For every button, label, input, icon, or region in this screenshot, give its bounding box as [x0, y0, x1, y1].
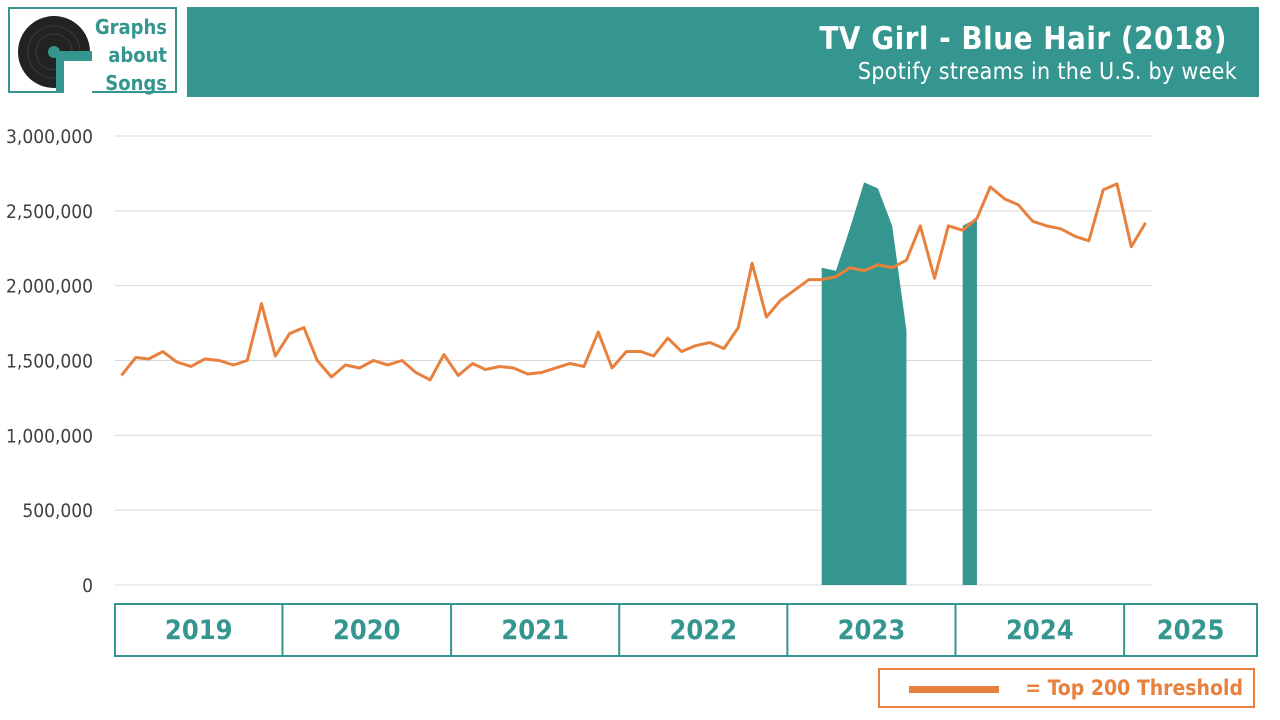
- y-tick-label: 1,000,000: [6, 425, 93, 447]
- y-tick-label: 0: [82, 575, 93, 597]
- logo-line-2: about: [108, 43, 167, 67]
- logo-text: Graphs about Songs: [95, 13, 167, 97]
- year-axis-band: [114, 603, 1258, 657]
- y-tick-label: 1,500,000: [6, 351, 93, 373]
- y-tick-label: 3,000,000: [6, 126, 93, 148]
- year-label: 2020: [333, 615, 401, 646]
- logo: Graphs about Songs: [8, 7, 177, 95]
- logo-line-1: Graphs: [94, 15, 167, 39]
- chart-subtitle: Spotify streams in the U.S. by week: [857, 59, 1237, 85]
- top200-threshold-area: [821, 182, 907, 585]
- legend-label: = Top 200 Threshold: [1025, 676, 1243, 700]
- chart-title: TV Girl - Blue Hair (2018): [819, 21, 1227, 57]
- y-tick-label: 500,000: [22, 500, 93, 522]
- title-bar: TV Girl - Blue Hair (2018) Spotify strea…: [187, 7, 1259, 97]
- year-label: 2021: [501, 615, 569, 646]
- year-label: 2019: [165, 615, 233, 646]
- y-tick-label: 2,000,000: [6, 276, 93, 298]
- y-tick-label: 2,500,000: [6, 201, 93, 223]
- top200-threshold-area: [962, 218, 977, 586]
- year-label: 2023: [838, 615, 906, 646]
- year-label: 2024: [1006, 615, 1074, 646]
- legend: = Top 200 Threshold: [878, 668, 1255, 708]
- vinyl-record-icon: [18, 16, 92, 93]
- year-label: 2025: [1157, 615, 1225, 646]
- logo-line-3: Songs: [105, 71, 167, 95]
- streams-line: [120, 182, 1147, 382]
- legend-series-swatch: [909, 686, 999, 693]
- year-label: 2022: [669, 615, 737, 646]
